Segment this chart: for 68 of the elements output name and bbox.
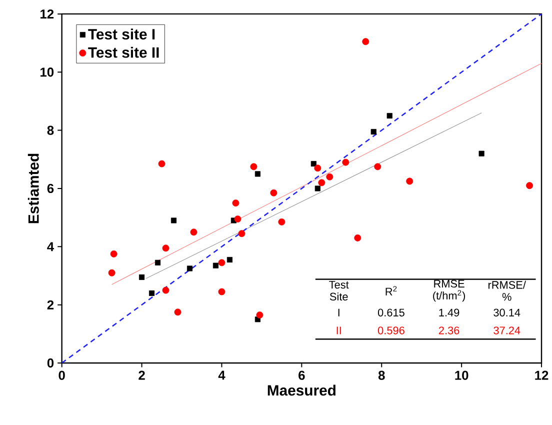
point <box>218 259 226 266</box>
y-axis-title: Estiamted <box>28 154 39 224</box>
point <box>110 250 118 258</box>
y-tick-label: 2 <box>47 300 54 310</box>
x-tick-label: 8 <box>378 370 385 380</box>
point <box>108 269 116 276</box>
annotation: 37.24 <box>494 326 520 334</box>
y-tick-label: 6 <box>47 184 54 194</box>
annotation: RMSE (t/hm$^{2}$) <box>433 280 465 302</box>
point <box>362 38 370 46</box>
point <box>238 230 246 238</box>
point <box>254 171 260 177</box>
point <box>314 186 320 192</box>
point <box>278 218 286 226</box>
point <box>270 189 278 196</box>
x-tick-label: 12 <box>535 370 548 380</box>
x-tick-label: 6 <box>298 370 305 380</box>
point <box>138 274 145 280</box>
point <box>250 163 258 170</box>
point <box>326 173 334 180</box>
point <box>314 164 322 172</box>
point <box>256 312 264 319</box>
point <box>190 228 198 236</box>
point <box>386 113 392 119</box>
y-tick-label: 4 <box>47 242 54 252</box>
point <box>234 216 242 223</box>
annotation: Test Site <box>329 281 349 301</box>
point <box>354 234 362 242</box>
y-tick-label: 0 <box>47 358 54 368</box>
point <box>186 266 193 272</box>
x-tick-label: 2 <box>138 370 145 380</box>
point <box>526 182 533 190</box>
x-axis-title: Maesured <box>268 384 336 396</box>
annotation: 2.36 <box>438 326 460 334</box>
point <box>318 179 326 186</box>
x-tick-label: 4 <box>218 370 226 380</box>
y-tick-label: 8 <box>47 126 54 135</box>
annotation: I <box>338 308 340 316</box>
point <box>212 262 219 268</box>
x-tick-label: 0 <box>58 370 65 380</box>
annotation: 30.14 <box>494 308 520 317</box>
point <box>342 158 350 166</box>
point <box>478 150 484 156</box>
annotation: 0.596 <box>378 326 404 334</box>
point <box>154 260 161 266</box>
annotation: 0.615 <box>378 308 404 317</box>
point <box>162 286 170 294</box>
legend-label: Test site I <box>88 28 155 40</box>
point <box>406 178 414 185</box>
y-tick-label: 10 <box>40 68 54 77</box>
annotation: II <box>336 326 341 334</box>
point <box>162 244 170 252</box>
point <box>174 308 182 316</box>
annotation: R$^{2}$ <box>386 286 397 296</box>
legend-label: Test site II <box>88 46 159 58</box>
x-tick-label: 10 <box>455 370 468 380</box>
point <box>374 163 382 170</box>
annotation: rRMSE/ % <box>488 280 526 301</box>
annotation: 1.49 <box>439 308 460 317</box>
point <box>148 290 155 296</box>
point <box>218 288 226 296</box>
point <box>226 257 232 263</box>
point <box>310 161 316 167</box>
y-tick-label: 12 <box>40 10 54 19</box>
point <box>232 200 240 207</box>
point <box>170 218 177 224</box>
point <box>158 160 166 168</box>
point <box>370 129 376 135</box>
